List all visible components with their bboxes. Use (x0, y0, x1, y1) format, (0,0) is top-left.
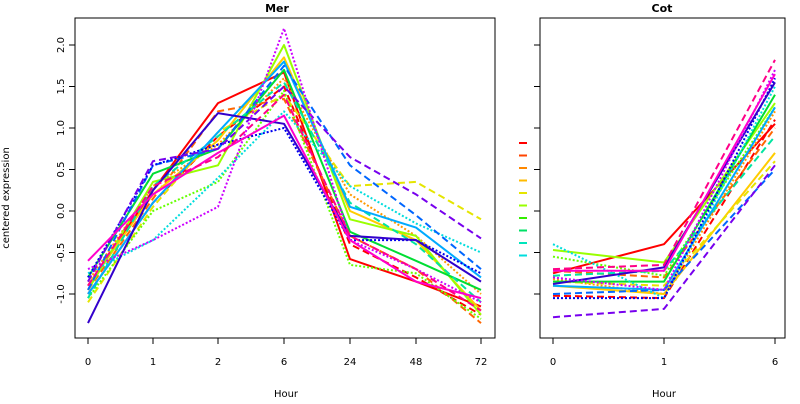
mer-series-line-13 (87, 64, 482, 291)
cot-series-line-11 (552, 86, 776, 300)
x-tick-label: 72 (475, 357, 488, 368)
y-tick-label: -1.0 (56, 284, 67, 304)
cot-series-line-19 (552, 59, 776, 271)
cot-x-axis: 0 1 6 (550, 338, 778, 368)
mer-x-label: Hour (274, 389, 299, 400)
cot-series-line-7 (552, 102, 776, 264)
y-tick-label: -0.5 (56, 243, 67, 263)
y-tick-label: 0.0 (56, 203, 67, 219)
x-tick-label: 1 (661, 357, 667, 368)
mer-series-line-18 (87, 114, 482, 300)
mer-series-line-8 (87, 89, 482, 320)
cot-series-line-4 (552, 110, 776, 295)
cot-series-lines (552, 59, 776, 319)
mer-series-line-1 (87, 71, 482, 308)
y-axis-label: centered expression (1, 147, 12, 249)
mer-plot-frame (74, 17, 496, 339)
x-tick-label: 0 (85, 357, 91, 368)
x-tick-label: 48 (410, 357, 423, 368)
mer-series-line-16 (87, 85, 482, 283)
cot-series-line-14 (553, 77, 776, 300)
mer-series-lines (87, 27, 482, 324)
cot-series-line-16 (552, 164, 776, 319)
mer-x-axis: 0 1 2 6 24 48 72 (85, 338, 488, 368)
cot-series-line-5 (552, 152, 776, 295)
cot-series-line-18 (553, 73, 776, 272)
mer-series-line-9 (87, 68, 482, 291)
cot-series-line-6 (552, 160, 776, 287)
y-tick-label: 1.0 (56, 120, 67, 136)
y-tick-label: 0.5 (56, 162, 67, 178)
x-tick-label: 24 (344, 357, 357, 368)
legend (519, 142, 527, 257)
x-tick-label: 0 (550, 357, 556, 368)
cot-x-label: Hour (652, 389, 677, 400)
mer-series-line-3 (87, 97, 482, 324)
cot-series-line-13 (552, 168, 776, 295)
cot-title: Cot (652, 2, 673, 15)
mer-series-line-7 (87, 44, 482, 316)
mer-series-line-15 (87, 112, 482, 324)
cot-series-line-3 (552, 127, 776, 279)
x-tick-label: 1 (150, 357, 156, 368)
mer-title: Mer (265, 2, 289, 15)
cot-series-line-15 (552, 81, 776, 285)
mer-y-axis: -1.0 -0.5 0.0 0.5 1.0 1.5 2.0 (56, 37, 75, 304)
cot-y-axis (534, 44, 540, 295)
y-tick-label: 2.0 (56, 37, 67, 53)
mer-series-line-10 (87, 81, 482, 304)
x-tick-label: 6 (281, 357, 287, 368)
x-tick-label: 2 (215, 357, 221, 368)
cot-plot-frame (539, 17, 786, 339)
x-tick-label: 6 (772, 357, 778, 368)
mer-series-line-12 (87, 60, 482, 295)
mer-series-line-11 (87, 110, 482, 275)
y-tick-label: 1.5 (56, 79, 67, 95)
mer-series-line-19 (87, 93, 482, 312)
cot-series-line-2 (552, 119, 776, 300)
cot-series-line-17 (552, 69, 776, 291)
